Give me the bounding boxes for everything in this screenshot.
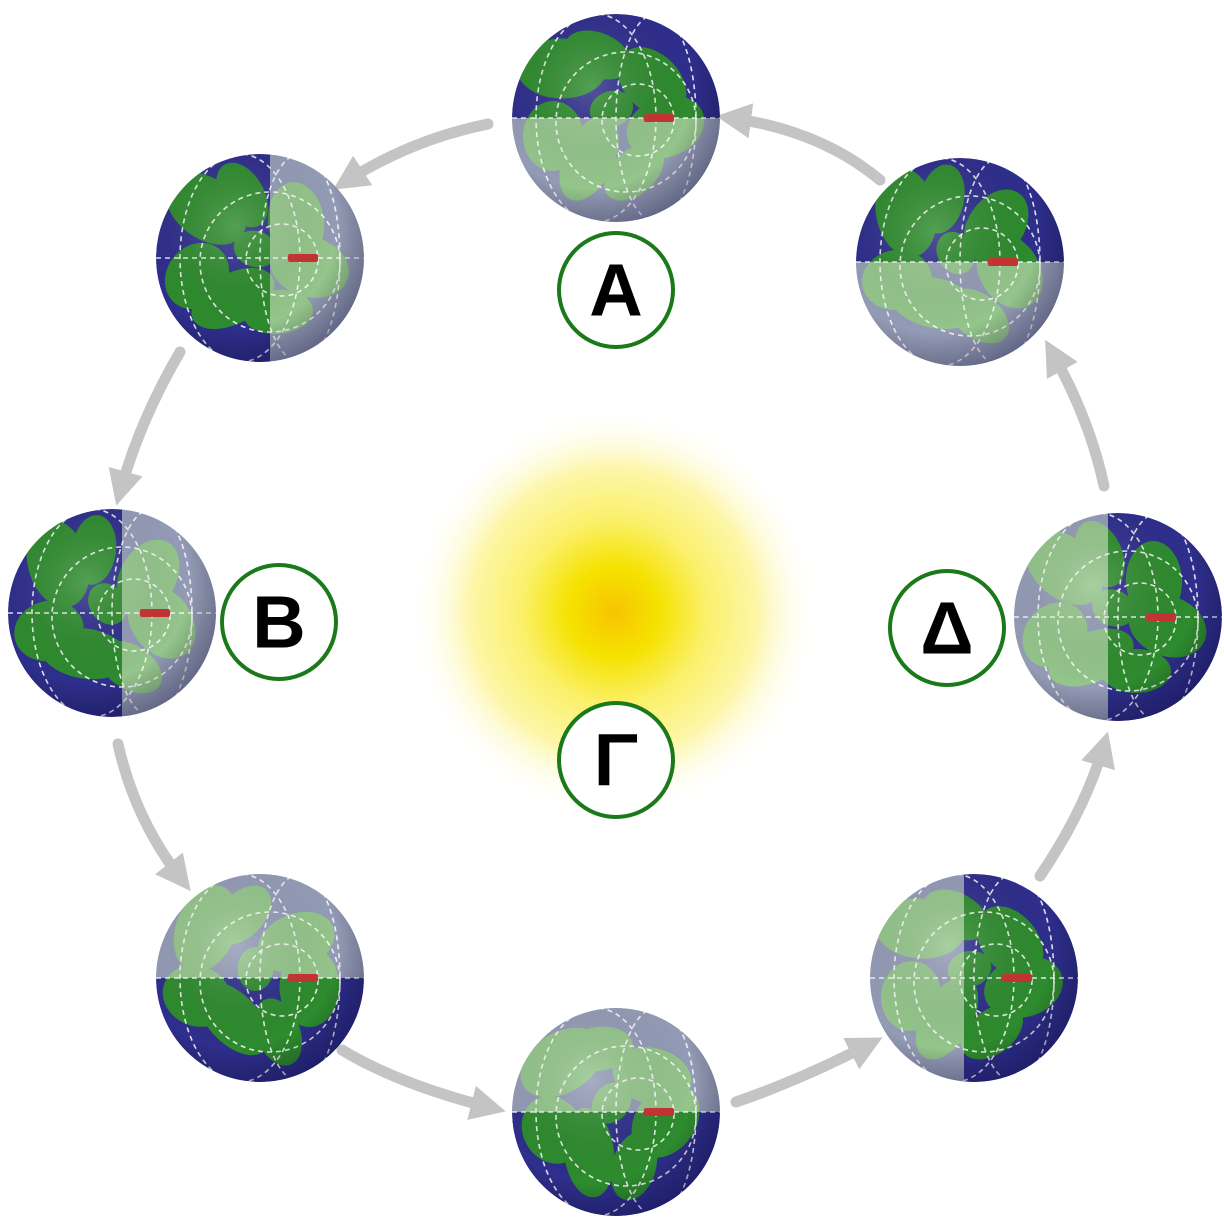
earth-globe-icon (8, 509, 216, 717)
label-d: Δ (888, 569, 1006, 687)
orbit-arrow-icon (730, 1037, 883, 1108)
earth-globe-icon (856, 158, 1064, 366)
earth-globe-icon (156, 154, 364, 362)
earth-globe-icon (870, 874, 1078, 1082)
label-g: Γ (557, 701, 675, 819)
orbit-arrow-icon (333, 118, 494, 190)
orbit-arrows (108, 103, 1115, 1120)
orbit-arrow-icon (108, 346, 186, 506)
earth-globe-icon (1014, 513, 1222, 721)
label-g-text: Γ (594, 719, 638, 802)
label-a: Α (557, 231, 675, 349)
label-d-text: Δ (920, 587, 973, 670)
orbit-arrow-icon (1034, 731, 1115, 882)
orbit-arrow-icon (336, 1044, 506, 1120)
sun-icon (409, 407, 819, 817)
orbit-arrow-icon (716, 103, 886, 186)
label-a-text: Α (589, 249, 642, 332)
earth-globes (8, 14, 1222, 1216)
orbit-arrow-icon (112, 738, 191, 892)
label-b-text: Β (252, 581, 305, 664)
earth-globe-icon (512, 1008, 720, 1216)
earth-globe-icon (512, 14, 720, 222)
orbit-arrow-icon (1045, 339, 1110, 492)
label-b: Β (220, 563, 338, 681)
earth-globe-icon (156, 874, 364, 1082)
